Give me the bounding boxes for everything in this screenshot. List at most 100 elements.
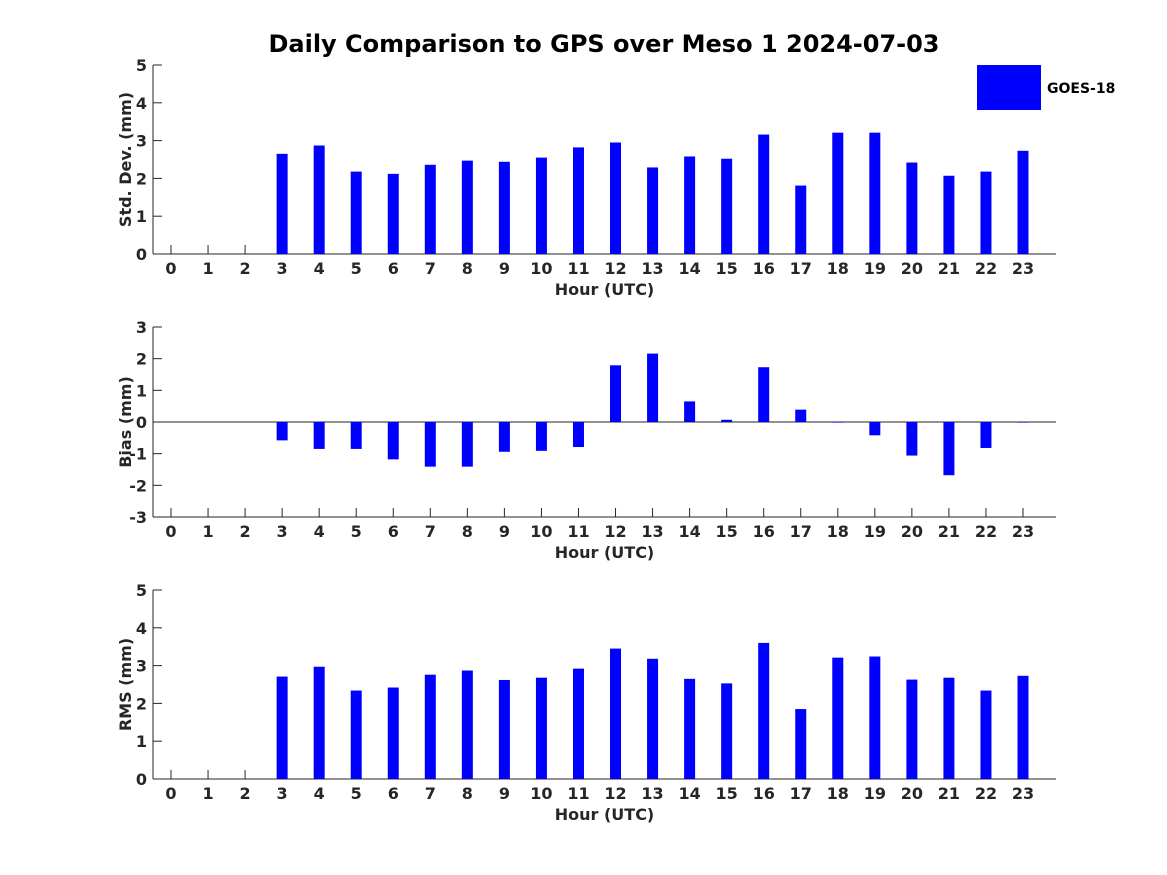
x-tick-label: 23 [1012,522,1034,541]
bar-stddev-hour-11 [572,147,584,254]
y-tick-label: 3 [136,657,147,676]
x-tick-label: 20 [901,522,923,541]
bar-stddev-hour-18 [832,132,844,254]
bar-bias-hour-23 [1017,422,1029,423]
bar-stddev-hour-22 [980,171,992,254]
x-tick-label: 6 [388,522,399,541]
x-tick-label: 19 [864,259,886,278]
bar-rms-hour-17 [795,709,807,779]
y-tick-label: 1 [136,732,147,751]
bar-bias-hour-19 [869,422,881,436]
x-tick-label: 19 [864,522,886,541]
bar-rms-hour-7 [424,674,436,779]
bar-rms-hour-3 [276,676,288,779]
bar-rms-hour-22 [980,690,992,779]
x-tick-label: 10 [530,784,552,803]
x-tick-label: 13 [641,259,663,278]
x-tick-label: 2 [240,259,251,278]
x-tick-label: 15 [716,259,738,278]
x-tick-label: 7 [425,784,436,803]
bar-rms-hour-14 [684,678,696,779]
bar-stddev-hour-8 [461,160,473,254]
bar-bias-hour-15 [721,419,733,422]
x-tick-label: 1 [202,259,213,278]
bar-rms-hour-23 [1017,675,1029,779]
bar-stddev-hour-21 [943,175,955,254]
x-tick-label: 19 [864,784,886,803]
bar-rms-hour-18 [832,657,844,779]
bar-stddev-hour-3 [276,153,288,254]
chart-title: Daily Comparison to GPS over Meso 1 2024… [268,30,939,58]
y-tick-label: -2 [129,476,147,495]
y-axis-label: RMS (mm) [116,638,135,731]
x-tick-label: 17 [790,784,812,803]
x-tick-label: 4 [314,522,325,541]
bar-bias-hour-16 [758,367,770,422]
y-axis-label: Std. Dev. (mm) [116,92,135,227]
x-tick-label: 14 [678,522,700,541]
y-tick-label: 4 [136,94,147,113]
x-tick-label: 3 [277,522,288,541]
bar-stddev-hour-9 [498,161,510,254]
bar-bias-hour-20 [906,422,918,456]
y-tick-label: -3 [129,508,147,527]
x-axis-label: Hour (UTC) [555,280,655,299]
x-tick-label: 20 [901,784,923,803]
x-tick-label: 6 [388,784,399,803]
bar-rms-hour-19 [869,656,881,779]
bar-stddev-hour-23 [1017,150,1029,254]
x-tick-label: 12 [604,784,626,803]
x-tick-label: 12 [604,259,626,278]
x-tick-label: 16 [753,522,775,541]
x-tick-label: 11 [567,259,589,278]
y-tick-label: 1 [136,207,147,226]
bar-stddev-hour-19 [869,132,881,254]
x-tick-label: 12 [604,522,626,541]
y-tick-label: -1 [129,445,147,464]
x-axis-label: Hour (UTC) [555,805,655,824]
x-tick-label: 4 [314,784,325,803]
x-tick-label: 16 [753,259,775,278]
x-tick-label: 11 [567,522,589,541]
x-tick-label: 14 [678,784,700,803]
x-tick-label: 21 [938,522,960,541]
x-tick-label: 10 [530,522,552,541]
x-tick-label: 5 [351,784,362,803]
bar-rms-hour-11 [572,668,584,779]
bar-stddev-hour-10 [535,157,547,254]
bar-rms-hour-6 [387,687,399,779]
bar-bias-hour-8 [461,422,473,467]
x-tick-label: 5 [351,259,362,278]
y-tick-label: 4 [136,619,147,638]
x-tick-label: 11 [567,784,589,803]
bar-stddev-hour-16 [758,134,770,254]
x-tick-label: 9 [499,259,510,278]
x-tick-label: 17 [790,522,812,541]
y-tick-label: 0 [136,245,147,264]
x-tick-label: 18 [827,259,849,278]
bar-rms-hour-4 [313,666,325,779]
bar-bias-hour-13 [647,353,659,422]
y-tick-label: 2 [136,169,147,188]
bar-bias-hour-11 [572,422,584,448]
bar-bias-hour-14 [684,401,696,422]
x-tick-label: 17 [790,259,812,278]
x-tick-label: 8 [462,784,473,803]
legend: GOES-18 [977,65,1115,110]
bar-stddev-hour-7 [424,164,436,254]
x-tick-label: 0 [165,522,176,541]
bar-bias-hour-7 [424,422,436,467]
bar-bias-hour-9 [498,422,510,452]
bar-bias-hour-5 [350,422,362,449]
bar-rms-hour-9 [498,679,510,779]
x-tick-label: 23 [1012,784,1034,803]
bar-stddev-hour-12 [610,142,622,254]
x-tick-label: 3 [277,259,288,278]
x-tick-label: 8 [462,522,473,541]
bar-stddev-hour-20 [906,162,918,254]
bar-rms-hour-8 [461,670,473,779]
x-tick-label: 13 [641,522,663,541]
